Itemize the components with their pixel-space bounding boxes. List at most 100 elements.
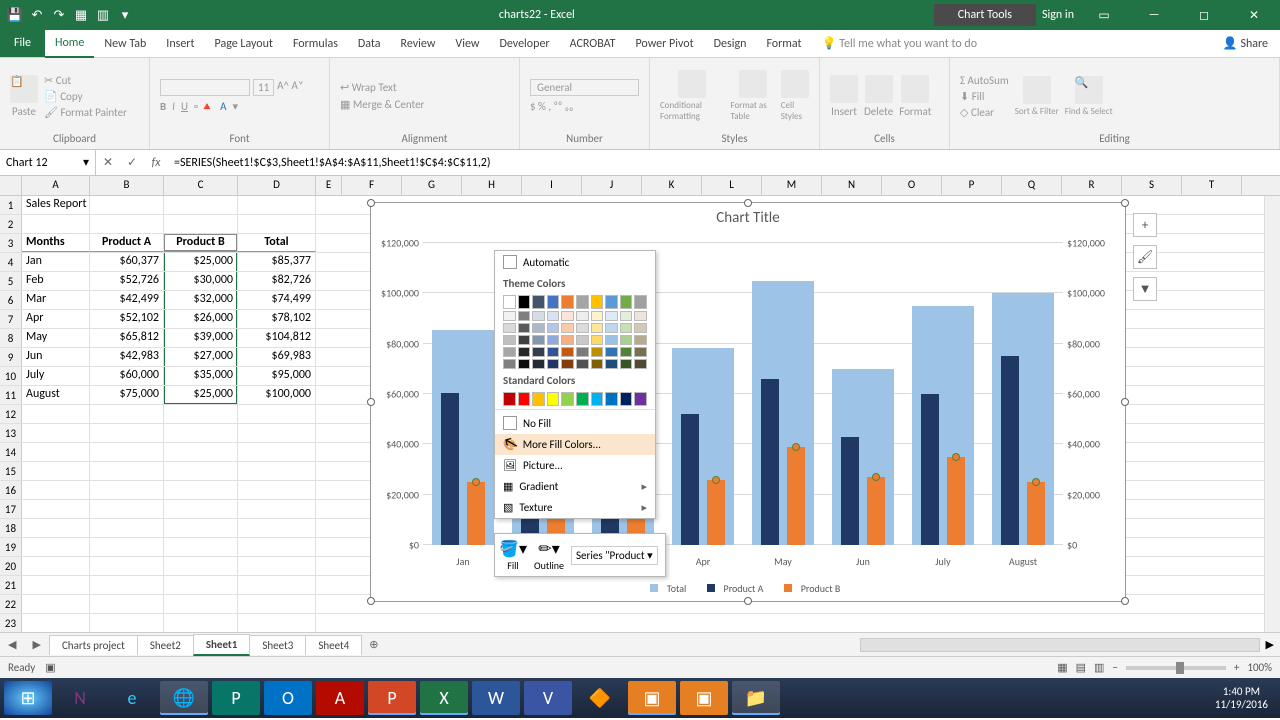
chart-title[interactable]: Chart Title xyxy=(371,203,1125,233)
taskbar-acrobat-icon[interactable]: A xyxy=(316,681,364,715)
tab-developer[interactable]: Developer xyxy=(489,31,559,57)
tab-file[interactable]: File xyxy=(0,30,45,57)
zoom-slider[interactable] xyxy=(1126,666,1226,670)
add-sheet-button[interactable]: ⊕ xyxy=(361,638,386,651)
color-swatch[interactable] xyxy=(591,392,604,406)
color-swatch[interactable] xyxy=(547,392,560,406)
sheet-tab[interactable]: Charts project xyxy=(49,635,138,655)
sign-in-link[interactable]: Sign in xyxy=(1042,8,1074,22)
cancel-formula-icon[interactable]: ✕ xyxy=(96,155,120,170)
color-swatch[interactable] xyxy=(605,295,618,309)
taskbar-onenote-icon[interactable]: N xyxy=(56,681,104,715)
sheet-tab[interactable]: Sheet1 xyxy=(193,634,251,656)
chart-legend[interactable]: Total Product A Product B xyxy=(371,582,1125,595)
texture-fill-item[interactable]: ▧Texture▸ xyxy=(495,497,655,518)
vertical-scrollbar[interactable] xyxy=(1264,196,1280,632)
col-header[interactable]: H xyxy=(462,176,522,195)
color-swatch[interactable] xyxy=(503,295,516,309)
chart-object[interactable]: Chart Title $0$20,000$40,000$60,000$80,0… xyxy=(370,202,1126,602)
cut-button[interactable]: ✂ Cut xyxy=(44,74,127,87)
taskbar-word-icon[interactable]: W xyxy=(472,681,520,715)
color-swatch[interactable] xyxy=(518,295,531,309)
color-swatch[interactable] xyxy=(591,295,604,309)
taskbar-clock[interactable]: 1:40 PM11/19/2016 xyxy=(1207,685,1276,711)
delete-cells-button[interactable]: Delete xyxy=(864,75,893,118)
color-swatch[interactable] xyxy=(620,392,633,406)
col-header[interactable]: P xyxy=(942,176,1002,195)
tab-home[interactable]: Home xyxy=(45,30,94,58)
color-swatch[interactable] xyxy=(605,392,618,406)
taskbar-chrome-icon[interactable]: 🌐 xyxy=(160,681,208,715)
minimize-icon[interactable]: — xyxy=(1134,0,1174,30)
no-fill-item[interactable]: No Fill xyxy=(495,412,655,434)
taskbar-vlc-icon[interactable]: 🔶 xyxy=(576,681,624,715)
zoom-level[interactable]: 100% xyxy=(1247,661,1272,674)
copy-button[interactable]: 📄 Copy xyxy=(44,90,127,103)
format-painter-button[interactable]: 🖌 Format Painter xyxy=(44,106,127,119)
col-header[interactable]: T xyxy=(1182,176,1242,195)
color-swatch[interactable] xyxy=(503,392,516,406)
taskbar-powerpoint-icon[interactable]: P xyxy=(368,681,416,715)
more-fill-colors-item[interactable]: 🎨More Fill Colors... xyxy=(495,434,655,455)
insert-cells-button[interactable]: Insert xyxy=(830,75,858,118)
paste-button[interactable]: 📋Paste xyxy=(10,75,38,118)
col-header[interactable]: L xyxy=(702,176,762,195)
clear-button[interactable]: ◇ Clear xyxy=(960,106,1009,119)
conditional-formatting-button[interactable]: Conditional Formatting xyxy=(660,70,725,122)
find-select-button[interactable]: 🔍Find & Select xyxy=(1065,76,1113,117)
tab-power-pivot[interactable]: Power Pivot xyxy=(625,31,703,57)
zoom-out-icon[interactable]: − xyxy=(1112,661,1117,674)
color-swatch[interactable] xyxy=(576,392,589,406)
sheet-nav-prev[interactable]: ◀ xyxy=(0,638,24,651)
zoom-in-icon[interactable]: + xyxy=(1234,661,1239,674)
tab-view[interactable]: View xyxy=(445,31,489,57)
series-selector[interactable]: Series "Product ▾ xyxy=(571,546,658,565)
taskbar-visio-icon[interactable]: V xyxy=(524,681,572,715)
sheet-tab[interactable]: Sheet3 xyxy=(249,635,306,655)
chart-styles-button[interactable]: 🖌 xyxy=(1133,245,1157,269)
tab-page-layout[interactable]: Page Layout xyxy=(205,31,283,57)
col-header[interactable]: M xyxy=(762,176,822,195)
redo-icon[interactable]: ↷ xyxy=(50,6,68,24)
gradient-fill-item[interactable]: ▦Gradient▸ xyxy=(495,476,655,497)
col-header[interactable]: F xyxy=(342,176,402,195)
share-button[interactable]: 👤 Share xyxy=(1223,36,1268,51)
scroll-right-icon[interactable]: ▶ xyxy=(1260,638,1280,651)
col-header[interactable]: A xyxy=(22,176,90,195)
qat-dropdown-icon[interactable]: ▾ xyxy=(116,6,134,24)
chart-filters-button[interactable]: ▼ xyxy=(1133,277,1157,301)
format-cells-button[interactable]: Format xyxy=(899,75,931,118)
close-icon[interactable]: ✕ xyxy=(1234,0,1274,30)
tab-formulas[interactable]: Formulas xyxy=(283,31,348,57)
tab-acrobat[interactable]: ACROBAT xyxy=(560,31,626,57)
wrap-text-button[interactable]: ↩ Wrap Text xyxy=(340,81,424,94)
view-normal-icon[interactable]: ▦ xyxy=(1057,661,1067,674)
format-as-table-button[interactable]: Format as Table xyxy=(731,70,775,122)
taskbar-publisher-icon[interactable]: P xyxy=(212,681,260,715)
col-header[interactable]: C xyxy=(164,176,238,195)
tab-new[interactable]: New Tab xyxy=(94,31,156,57)
mini-outline-button[interactable]: ✏▾Outline xyxy=(531,537,567,574)
macro-record-icon[interactable]: ▣ xyxy=(45,661,55,674)
color-swatch[interactable] xyxy=(547,295,560,309)
tell-me-input[interactable]: 💡 Tell me what you want to do xyxy=(822,36,977,51)
sort-filter-button[interactable]: Sort & Filter xyxy=(1015,76,1059,117)
cell-styles-button[interactable]: Cell Styles xyxy=(781,70,809,122)
sheet-nav-next[interactable]: ▶ xyxy=(24,638,48,651)
mini-fill-button[interactable]: 🪣▾Fill xyxy=(495,537,531,574)
picture-fill-item[interactable]: 🖼Picture... xyxy=(495,455,655,476)
taskbar-outlook-icon[interactable]: O xyxy=(264,681,312,715)
tab-review[interactable]: Review xyxy=(391,31,446,57)
col-header[interactable]: N xyxy=(822,176,882,195)
view-page-layout-icon[interactable]: ▤ xyxy=(1076,661,1086,674)
autosum-button[interactable]: Σ AutoSum xyxy=(960,74,1009,87)
formula-input[interactable]: =SERIES(Sheet1!$C$3,Sheet1!$A$4:$A$11,Sh… xyxy=(168,156,491,170)
col-header[interactable]: S xyxy=(1122,176,1182,195)
fx-icon[interactable]: fx xyxy=(144,156,168,170)
color-swatch[interactable] xyxy=(634,392,647,406)
fill-automatic[interactable]: Automatic xyxy=(495,251,655,273)
chart-elements-button[interactable]: + xyxy=(1133,213,1157,237)
taskbar-ie-icon[interactable]: e xyxy=(108,681,156,715)
tab-insert[interactable]: Insert xyxy=(156,31,204,57)
enter-formula-icon[interactable]: ✓ xyxy=(120,155,144,170)
